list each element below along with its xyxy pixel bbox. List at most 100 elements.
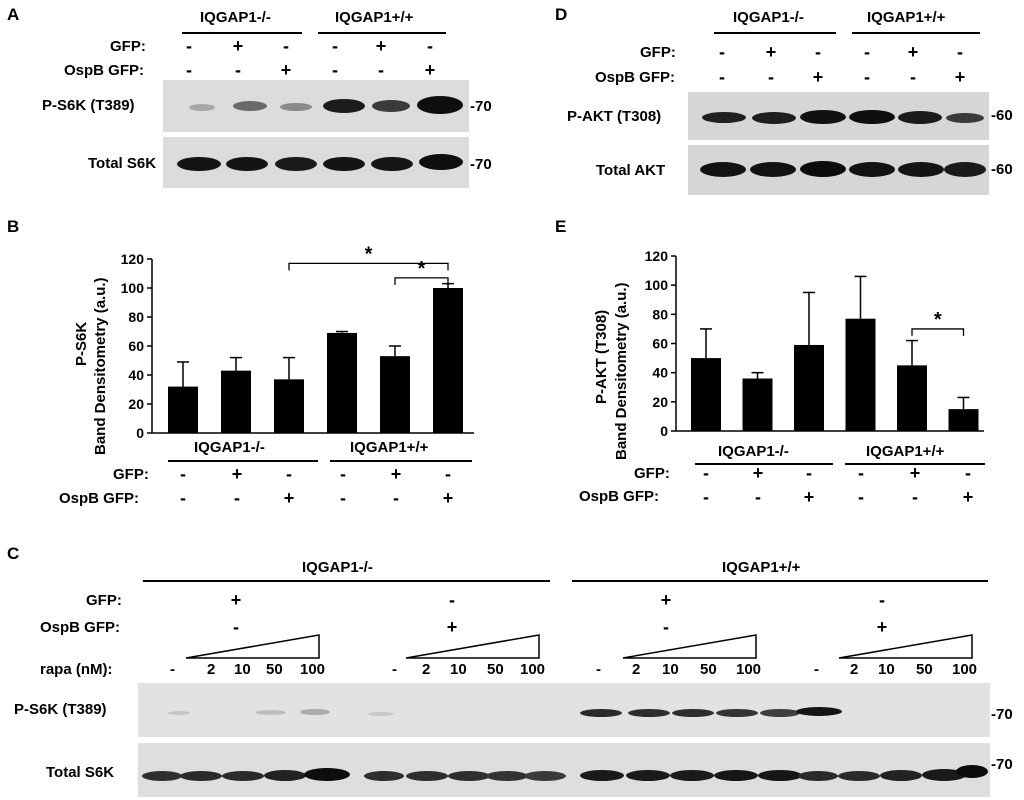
panel-b-gfp-5: + <box>390 464 402 484</box>
panel-c-rapa-wedge-2 <box>405 634 540 659</box>
band <box>372 100 410 112</box>
y-tick-label: 20 <box>652 394 668 410</box>
panel-e-group-ko-line <box>695 463 833 465</box>
panel-d-gfp-6: - <box>957 42 963 62</box>
band <box>880 770 922 781</box>
band <box>275 157 317 171</box>
panel-a-ospb-label: OspB GFP: <box>64 62 145 79</box>
panel-c-rapa-value: 50 <box>266 661 283 678</box>
band <box>189 104 215 111</box>
panel-b-ospb-2: - <box>234 488 240 508</box>
band <box>371 157 413 171</box>
panel-c-rapa-value: - <box>392 661 397 678</box>
band <box>180 771 222 781</box>
panel-c-rapa-value: - <box>596 661 601 678</box>
significance-bracket <box>911 328 965 336</box>
bar <box>691 358 721 431</box>
panel-b-chart: 0 20 40 60 80 100 120 * * <box>121 243 474 441</box>
y-tick-label: 80 <box>652 306 668 322</box>
bar <box>433 288 463 433</box>
panel-d-mw-1: -60 <box>991 107 1013 124</box>
panel-c-mw-2: -70 <box>991 756 1013 773</box>
panel-b-group-ko-line <box>168 460 318 462</box>
panel-a-gfp-2: + <box>232 36 244 56</box>
panel-d-ospb-label: OspB GFP: <box>595 69 676 86</box>
panel-c-group-ko-line <box>143 580 550 582</box>
bar <box>274 379 304 433</box>
band <box>486 771 528 781</box>
band <box>304 768 350 781</box>
panel-a-blot-label-phospho: P-S6K (T389) <box>42 97 135 114</box>
panel-d-blot-label-total: Total AKT <box>596 162 666 179</box>
panel-c-rapa-value: 2 <box>850 661 859 678</box>
panel-c-rapa-value: 100 <box>736 661 762 678</box>
panel-d-ospb-4: - <box>864 67 870 87</box>
band <box>406 771 448 781</box>
band <box>580 709 622 717</box>
band <box>752 112 796 124</box>
band <box>323 99 365 113</box>
panel-b-ospb-1: - <box>180 488 186 508</box>
panel-a-gfp-3: - <box>283 36 289 56</box>
band <box>798 771 838 781</box>
panel-c-group-ko: IQGAP1-/- <box>302 559 373 576</box>
band <box>364 771 404 781</box>
significance-star: * <box>934 309 942 331</box>
panel-c-mw-1: -70 <box>991 706 1013 723</box>
panel-e-ospb-5: - <box>912 487 918 507</box>
panel-a-gfp-1: - <box>186 36 192 56</box>
panel-d-group-wt: IQGAP1+/+ <box>867 9 946 26</box>
band <box>226 157 268 171</box>
panel-c-letter: C <box>7 544 20 563</box>
panel-d-blot-total <box>688 145 989 195</box>
panel-b-ospb-4: - <box>340 488 346 508</box>
y-tick-label: 120 <box>645 248 669 264</box>
panel-b-ospb-3: + <box>283 488 295 508</box>
panel-a-ospb-6: + <box>424 60 436 80</box>
panel-a-mw-1: -70 <box>470 98 492 115</box>
band <box>922 769 966 781</box>
panel-c-blot-label-phospho: P-S6K (T389) <box>14 701 107 718</box>
panel-c-ospb-1: - <box>233 617 239 637</box>
panel-c-blot-label-total: Total S6K <box>46 764 115 781</box>
panel-c-gfp-1: + <box>230 590 242 610</box>
band <box>448 771 490 781</box>
panel-d-gfp-2: + <box>765 42 777 62</box>
panel-c-rapa-value: 10 <box>878 661 895 678</box>
panel-c-rapa-value: 100 <box>520 661 546 678</box>
panel-d-ospb-5: - <box>910 67 916 87</box>
band <box>849 110 895 124</box>
panel-c-gfp-3: + <box>660 590 672 610</box>
significance-bracket <box>288 262 449 271</box>
panel-e-letter: E <box>555 217 567 236</box>
panel-c-rapa-value: 50 <box>487 661 504 678</box>
panel-b-ospb-5: - <box>393 488 399 508</box>
y-tick-label: 120 <box>121 251 145 267</box>
y-tick-label: 40 <box>652 365 668 381</box>
panel-a-ospb-1: - <box>186 60 192 80</box>
panel-a-group-ko-line <box>182 32 302 34</box>
bar <box>380 356 410 433</box>
band <box>524 771 566 781</box>
panel-b-group-ko: IQGAP1-/- <box>194 439 265 456</box>
panel-b-ylabel-2: Band Densitometry (a.u.) <box>92 277 109 455</box>
significance-star: * <box>365 243 373 265</box>
band <box>280 103 312 111</box>
panel-b-gfp-6: - <box>445 464 451 484</box>
panel-b-ospb-label: OspB GFP: <box>59 490 140 507</box>
panel-d-gfp-4: - <box>864 42 870 62</box>
y-tick-label: 100 <box>121 280 145 296</box>
panel-d-ospb-2: - <box>768 67 774 87</box>
band <box>838 771 880 781</box>
panel-b-gfp-2: + <box>231 464 243 484</box>
y-tick-label: 40 <box>128 367 144 383</box>
bar <box>742 378 773 431</box>
panel-c-rapa-value: 10 <box>662 661 679 678</box>
band <box>300 709 330 715</box>
panel-c-ospb-label: OspB GFP: <box>40 619 121 636</box>
band <box>716 709 758 717</box>
panel-d-group-ko: IQGAP1-/- <box>733 9 804 26</box>
panel-e-ospb-1: - <box>703 487 709 507</box>
bar <box>897 365 927 431</box>
panel-c-gfp-2: - <box>449 590 455 610</box>
